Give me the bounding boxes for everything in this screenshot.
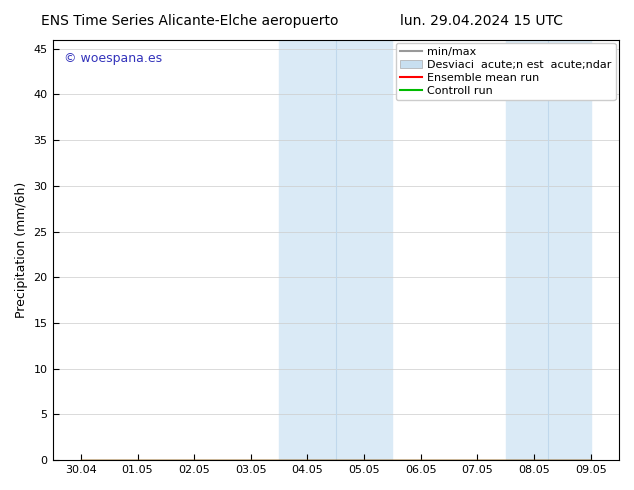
Y-axis label: Precipitation (mm/6h): Precipitation (mm/6h): [15, 182, 28, 318]
Bar: [506, 40, 591, 460]
Legend: min/max, Desviaci  acute;n est  acute;ndar, Ensemble mean run, Controll run: min/max, Desviaci acute;n est acute;ndar…: [396, 43, 616, 100]
Text: ENS Time Series Alicante-Elche aeropuerto: ENS Time Series Alicante-Elche aeropuert…: [41, 14, 339, 28]
Bar: [279, 40, 392, 460]
Text: lun. 29.04.2024 15 UTC: lun. 29.04.2024 15 UTC: [400, 14, 564, 28]
Text: © woespana.es: © woespana.es: [64, 52, 162, 65]
